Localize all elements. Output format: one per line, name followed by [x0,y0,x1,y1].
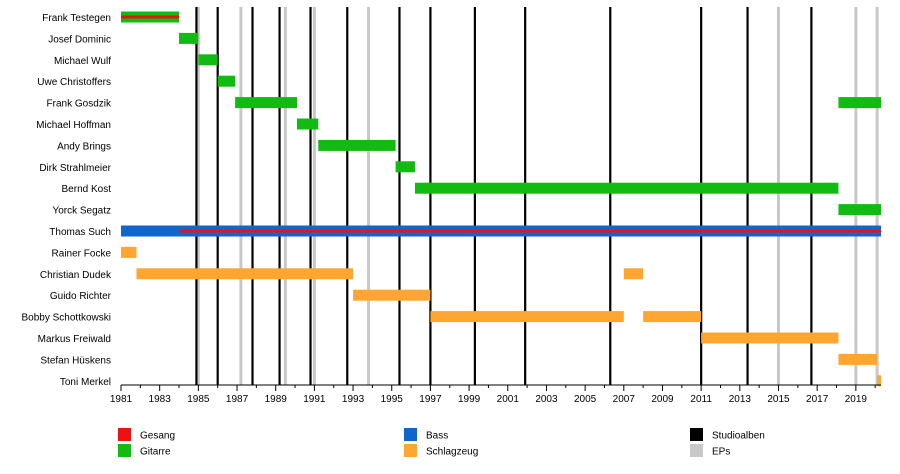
member-name: Stefan Hüskens [40,355,111,366]
member-bar [121,246,137,258]
legend-swatch [118,428,131,441]
x-tick-label: 1999 [458,394,481,405]
x-tick-label: 2011 [690,394,712,405]
member-bar [179,32,199,44]
member-bar [838,204,881,216]
x-tick-label: 1991 [303,394,326,405]
member-name: Rainer Focke [52,248,112,259]
legend-swatch [690,444,703,457]
x-tick-label: 2003 [535,394,558,405]
legend-label: Schlagzeug [426,447,478,458]
member-bar [414,182,839,194]
member-name: Josef Dominic [48,34,111,45]
member-bar [198,54,218,66]
x-tick-label: 2009 [651,394,674,405]
x-tick-label: 1995 [381,394,404,405]
vocals-overlay-bar [179,229,882,233]
member-name: Frank Testegen [42,13,111,24]
legend-label: Studioalben [712,431,765,442]
member-name: Michael Wulf [54,56,111,67]
member-bar [838,97,881,109]
member-name: Yorck Segatz [52,206,111,217]
ep-lines [196,7,879,385]
member-bar [838,353,878,365]
x-tick-label: 2017 [806,394,829,405]
member-name: Toni Merkel [60,377,111,388]
member-bars [121,11,882,387]
member-name: Bobby Schottkowski [22,313,112,324]
member-bar [701,332,839,344]
legend: Gesang Gitarre Bass Schlagzeug Studioalben EP… [118,428,765,458]
member-name: Guido Richter [50,291,112,302]
member-bar [296,118,319,130]
member-name: Uwe Christoffers [37,77,111,88]
member-name: Thomas Such [49,227,111,238]
x-tick-label: 1981 [110,394,133,405]
legend-swatch [404,444,417,457]
x-tick-label: 2015 [767,394,790,405]
member-name: Christian Dudek [40,270,112,281]
x-tick-label: 2005 [574,394,597,405]
member-name: Frank Gosdzik [47,99,112,110]
legend-label: Gitarre [140,447,171,458]
member-name: Dirk Strahlmeier [39,163,111,174]
x-tick-label: 2001 [497,394,520,405]
member-bar [643,311,702,323]
member-bar [318,139,396,151]
x-tick-label: 2019 [845,394,868,405]
x-tick-label: 1987 [226,394,249,405]
member-name: Bernd Kost [62,184,112,195]
member-name: Michael Hoffman [36,120,111,131]
x-tick-label: 2007 [613,394,636,405]
member-bar [877,375,881,387]
member-bar [395,161,415,173]
x-axis: 1981 1983 1985 1987 1989 1991 1993 1995 1997 1999… [110,384,881,405]
legend-label: Bass [426,431,448,442]
x-tick-label: 2013 [729,394,752,405]
legend-label: Gesang [140,431,175,442]
member-name: Andy Brings [57,141,111,152]
member-bar [353,289,431,301]
x-tick-label: 1997 [419,394,442,405]
member-bar [623,268,644,280]
x-tick-label: 1985 [187,394,210,405]
member-names: Frank Testegen Josef Dominic Michael Wulf U… [22,13,112,388]
member-bar [430,311,624,323]
x-tick-label: 1983 [149,394,172,405]
legend-swatch [404,428,417,441]
member-bar [217,75,236,87]
legend-swatch [118,444,131,457]
member-bar [136,268,354,280]
vocals-overlay-bar [121,15,180,19]
x-tick-label: 1989 [265,394,288,405]
legend-swatch [690,428,703,441]
x-tick-label: 1993 [342,394,365,405]
member-bar [235,97,297,109]
member-name: Markus Freiwald [38,334,111,345]
legend-label: EPs [712,447,730,458]
studio-album-lines [195,7,813,385]
